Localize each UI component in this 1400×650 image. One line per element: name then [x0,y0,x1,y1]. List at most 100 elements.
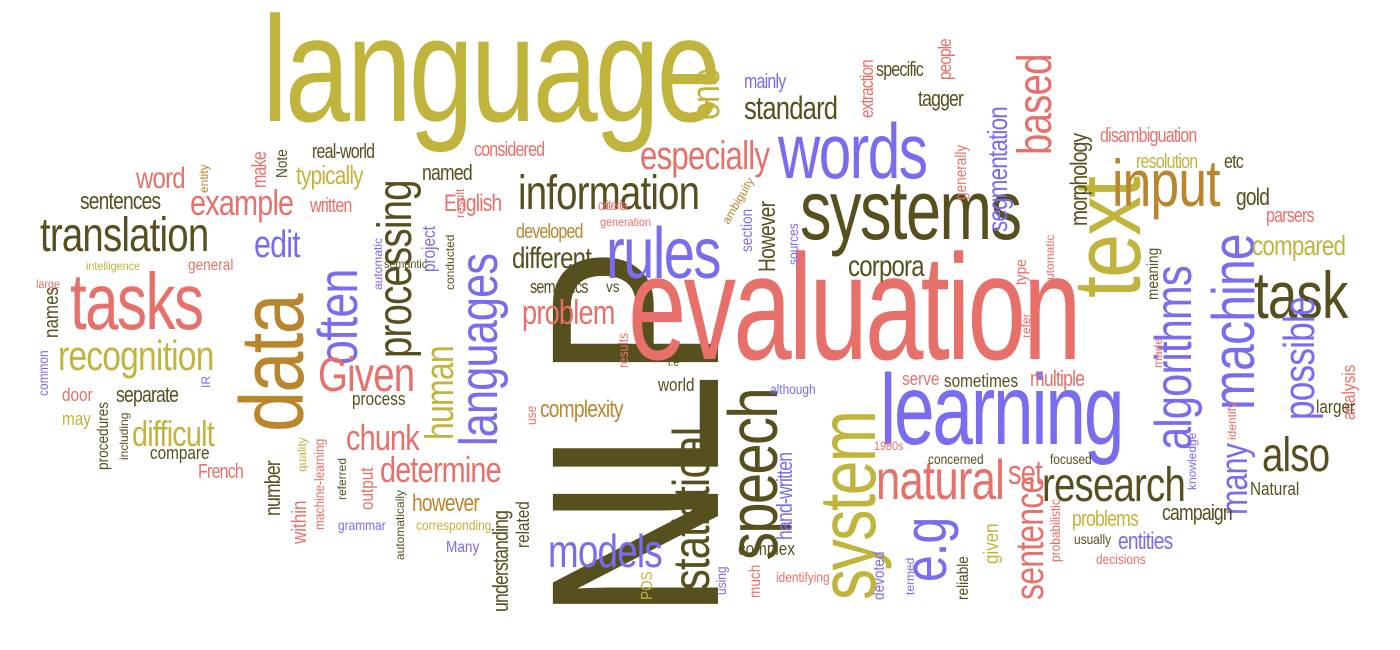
word-people: people [935,39,955,80]
word-generation: generation [600,215,652,229]
word-problem: problem [522,294,615,332]
word-sentence: sentence [1008,476,1052,600]
word-entities: entities [1118,528,1173,555]
word-sentences: sentences [80,188,161,215]
word-large: large [36,277,61,291]
word-language: language [262,0,722,153]
word-automatic: automatic [371,237,385,290]
word-semantics: semantics [530,277,588,297]
word-identifying: identifying [776,569,830,585]
word-edit: edit [254,224,301,266]
word-segmentation: segmentation [982,107,1013,232]
word-may: may [62,409,91,429]
word-door: door [62,385,93,405]
word-tagger: tagger [918,86,964,111]
word-output: output [357,467,377,510]
word-however: however [412,490,480,517]
word-one: one [684,69,728,120]
word-probabilistic: probabilistic [1047,499,1063,562]
word-names: names [41,286,63,338]
word-concerned: concerned [928,451,984,467]
word-corpora: corpora [848,250,925,283]
word-knowledge: knowledge [1185,432,1199,490]
word-vs: vs [606,279,620,296]
word-machine-learning: machine-learning [311,438,327,530]
word-named: named [422,160,473,185]
word-made: made [1151,337,1165,368]
word-1980s: 1980s [874,439,904,453]
word-word: word [136,162,186,195]
word-information: information [518,167,700,220]
word-larger: larger [1316,397,1356,417]
word-also: also [1262,429,1330,482]
word-problems: problems [1072,506,1139,531]
word-result: result [453,188,467,218]
word-tasks: tasks [70,257,204,346]
word-related: related [513,501,533,548]
word-example: example [190,182,294,223]
word-make: make [249,152,271,188]
word-difficult: difficult [132,413,215,454]
word-generally: generally [953,144,970,200]
word-process: process [352,389,406,409]
word-disambiguation: disambiguation [1100,125,1197,147]
word-specific: specific [876,59,924,81]
word-world: world [658,375,695,395]
word-refer: refer [1019,313,1033,338]
word-written: written [310,195,352,217]
word-using: using [713,566,729,595]
word-natural-cap: Natural [1250,479,1300,499]
word-usually: usually [1074,531,1112,547]
word-procedures: procedures [95,401,112,470]
word-much: much [747,564,764,598]
word-type: type [1013,259,1030,285]
word-etc: etc [1224,151,1244,173]
word-set: set [1008,454,1043,492]
word-given: given [981,523,1003,564]
word-determine: determine [380,449,502,490]
word-sometimes: sometimes [944,371,1018,391]
word-mainly: mainly [744,71,786,93]
word-task: task [1254,258,1348,332]
word-input: input [1112,146,1221,220]
word-words: words [778,107,928,195]
word-i-e: i.e [668,355,680,369]
word-number: number [260,461,285,516]
word-common: common [35,350,51,396]
word-morphology: morphology [1066,133,1093,226]
word-reliable: reliable [955,556,972,600]
word-sources: sources [785,223,801,265]
word-french: French [198,461,244,483]
word-grammar: grammar [338,517,386,533]
word-given-cap: Given [318,349,415,402]
word-corresponding: corresponding [416,517,492,533]
word-data: data [223,294,323,432]
word-human: human [418,346,462,440]
word-use: use [523,405,539,425]
word-understanding: understanding [488,510,513,612]
word-focused: focused [1050,451,1092,467]
word-ir: IR [199,376,213,388]
word-referred: referred [335,457,349,500]
word-general: general [188,257,234,274]
word-research: research [1042,459,1186,512]
word-however-cap: However [754,201,781,272]
word-real-world: real-world [312,141,375,163]
word-pos: POS [639,571,656,600]
word-based: based [1009,54,1062,155]
word-evaluation: evaluation [628,223,1082,391]
word-semantic: semantic [384,257,428,271]
word-complexity: complexity [540,396,624,423]
word-compared: compared [1252,230,1346,261]
word-devoted: devoted [871,551,888,600]
word-criteria: criteria [598,197,628,213]
word-intelligence: intelligence [86,259,141,273]
word-multiple: multiple [1030,366,1085,391]
word-many-cap: Many [446,539,480,556]
word-meaning: meaning [1145,247,1162,300]
word-hand-written: hand-written [772,452,797,540]
word-decisions: decisions [1096,551,1146,567]
word-quality: quality [295,437,309,472]
word-entity: entity [197,164,211,193]
word-rules: rules [606,214,721,294]
